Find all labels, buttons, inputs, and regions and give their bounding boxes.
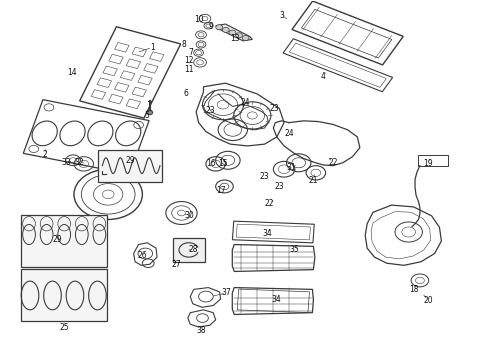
Text: 32: 32 xyxy=(74,158,84,167)
Text: 26: 26 xyxy=(138,251,147,260)
Text: 12: 12 xyxy=(184,56,194,65)
Text: 34: 34 xyxy=(262,229,272,238)
Text: 20: 20 xyxy=(423,296,433,305)
Text: 35: 35 xyxy=(289,246,299,255)
Text: 10: 10 xyxy=(194,15,203,24)
Circle shape xyxy=(222,27,229,32)
Circle shape xyxy=(236,33,243,38)
Text: 33: 33 xyxy=(62,158,72,167)
Text: 6: 6 xyxy=(184,89,189,98)
Text: 29: 29 xyxy=(52,235,62,244)
Polygon shape xyxy=(216,24,252,41)
Text: 23: 23 xyxy=(270,104,279,113)
Text: 3: 3 xyxy=(279,10,284,19)
Circle shape xyxy=(216,25,222,30)
Text: 17: 17 xyxy=(216,186,225,195)
Text: 23: 23 xyxy=(206,105,216,114)
Text: 8: 8 xyxy=(182,40,186,49)
Circle shape xyxy=(242,36,249,41)
Text: 37: 37 xyxy=(221,288,231,297)
Text: 34: 34 xyxy=(272,294,282,303)
Text: 16: 16 xyxy=(206,159,216,168)
Polygon shape xyxy=(98,149,162,182)
Circle shape xyxy=(229,30,236,35)
Text: 15: 15 xyxy=(218,159,228,168)
Polygon shape xyxy=(173,238,205,262)
Text: 24: 24 xyxy=(240,98,250,107)
Text: 1: 1 xyxy=(150,43,154,52)
Text: 4: 4 xyxy=(321,72,326,81)
Text: 29: 29 xyxy=(125,156,135,165)
Text: 2: 2 xyxy=(42,150,47,159)
Text: 22: 22 xyxy=(265,199,274,208)
Text: 22: 22 xyxy=(328,158,338,167)
Text: 14: 14 xyxy=(67,68,76,77)
Text: 38: 38 xyxy=(196,326,206,335)
Text: 19: 19 xyxy=(423,159,433,168)
Text: 28: 28 xyxy=(189,246,198,255)
Text: 7: 7 xyxy=(189,48,194,57)
Text: 31: 31 xyxy=(287,163,296,172)
Text: 23: 23 xyxy=(260,172,270,181)
Text: 18: 18 xyxy=(409,285,418,294)
Text: 11: 11 xyxy=(184,65,194,74)
Text: 9: 9 xyxy=(208,22,213,31)
Text: 30: 30 xyxy=(184,211,194,220)
Text: 24: 24 xyxy=(284,129,294,138)
Polygon shape xyxy=(22,215,107,267)
Text: 5: 5 xyxy=(145,111,150,120)
Circle shape xyxy=(147,111,153,115)
Text: 21: 21 xyxy=(309,176,318,185)
Text: 13: 13 xyxy=(230,34,240,43)
Polygon shape xyxy=(22,270,107,321)
Text: 25: 25 xyxy=(59,323,69,332)
Text: 23: 23 xyxy=(274,182,284,191)
Text: 27: 27 xyxy=(172,260,181,269)
